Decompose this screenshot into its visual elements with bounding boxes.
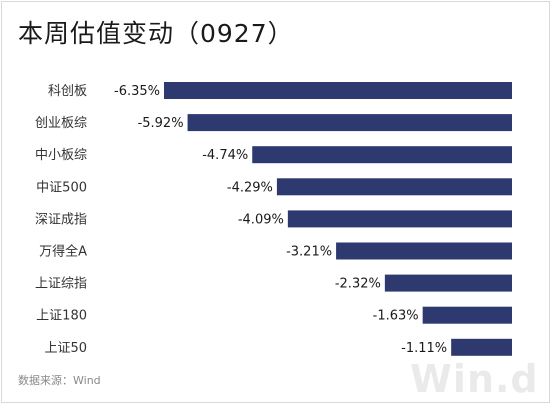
value-label: -1.11% (401, 341, 447, 356)
wind-watermark-logo: Win.d (410, 357, 539, 401)
value-label: -4.74% (202, 148, 248, 163)
value-label: -6.35% (114, 84, 160, 99)
bar (422, 306, 512, 324)
bar (252, 146, 512, 164)
bar (384, 274, 512, 292)
data-source-note: 数据来源：Wind (18, 374, 101, 387)
value-label: -3.21% (286, 245, 332, 260)
bar (276, 178, 512, 196)
value-label: -4.09% (238, 212, 284, 227)
bar (451, 338, 512, 356)
category-label: 科创板 (48, 84, 87, 99)
bar (187, 114, 512, 132)
bar (336, 242, 512, 260)
bar (164, 82, 512, 99)
value-label: -2.32% (335, 277, 381, 292)
category-label: 深证成指 (35, 212, 87, 227)
value-label: -4.29% (227, 180, 273, 195)
category-label: 中小板综 (35, 148, 87, 163)
chart-title: 本周估值变动（0927） (18, 19, 294, 48)
value-label: -5.92% (138, 116, 184, 131)
category-label: 上证50 (44, 341, 87, 356)
category-label: 万得全A (39, 244, 87, 260)
category-label: 创业板综 (35, 116, 87, 131)
category-label: 上证综指 (35, 277, 87, 292)
category-label: 上证180 (36, 309, 87, 324)
category-label: 中证500 (36, 180, 87, 195)
value-label: -1.63% (373, 309, 419, 324)
bar (287, 210, 512, 228)
